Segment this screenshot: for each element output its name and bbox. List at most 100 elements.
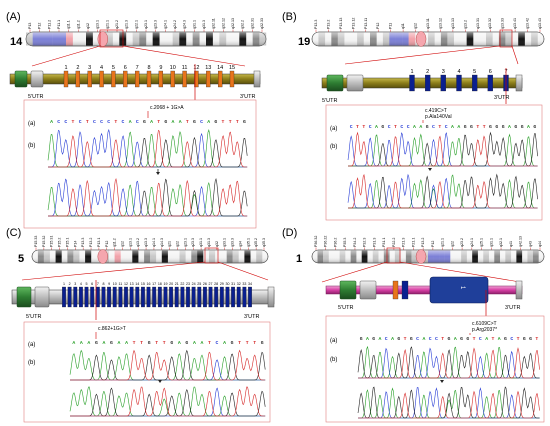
band-label: q13.41 xyxy=(513,18,517,29)
band-label: P31.3 xyxy=(372,238,376,247)
sequence-base: G xyxy=(261,340,264,346)
sequence-base: G xyxy=(148,340,151,346)
sequence-base: G xyxy=(381,124,384,130)
sequence-base: C xyxy=(200,119,203,125)
het-arrow-head xyxy=(428,168,432,171)
band-label: q44 xyxy=(538,241,542,247)
exon-label-9: 9 xyxy=(159,65,162,71)
exon-label-22: 22 xyxy=(180,282,184,286)
sequence-base: G xyxy=(231,340,234,346)
sequence-base: A xyxy=(451,124,454,130)
panel-d-chromosome-number: 1 xyxy=(296,253,302,265)
sequence-base: T xyxy=(114,119,117,125)
exon-34 xyxy=(248,286,252,308)
sequence-base: A xyxy=(379,336,382,342)
sequence-box-frame xyxy=(325,104,543,221)
panel-a-chromosome-number: 14 xyxy=(10,36,23,48)
sequence-base: G xyxy=(410,336,413,342)
band-label: q24.1 xyxy=(470,238,474,247)
panel-d-zoom-line-left xyxy=(321,261,388,283)
sequence-base: C xyxy=(122,119,125,125)
trace-a-label: (a) xyxy=(28,342,35,348)
exon-label-1: 1 xyxy=(63,282,65,286)
exon-label-15: 15 xyxy=(229,65,235,71)
sequence-base: A xyxy=(527,124,530,130)
panel-c-letter: (C) xyxy=(6,227,21,239)
band-label: q13.12 xyxy=(438,18,442,29)
exon-7 xyxy=(95,286,100,308)
sequence-base: A xyxy=(125,340,128,346)
sequence-base: C xyxy=(445,124,448,130)
band-label: q23.3 xyxy=(154,20,158,29)
exon-label-3: 3 xyxy=(442,69,445,75)
het-arrow-head xyxy=(158,380,162,383)
exon-label-13: 13 xyxy=(205,65,211,71)
sequence-base: T xyxy=(356,124,359,130)
sequence-base: C xyxy=(416,336,419,342)
utr5-block xyxy=(326,74,344,92)
exon-label-27: 27 xyxy=(209,282,213,286)
band-label: P12 xyxy=(105,241,109,247)
exon-4 xyxy=(456,74,462,92)
exon-25 xyxy=(197,286,202,308)
exon-label-17: 17 xyxy=(152,282,156,286)
exon-4 xyxy=(99,70,104,88)
exon-label-16: 16 xyxy=(147,282,151,286)
trace-T xyxy=(348,131,538,167)
band-label: q31.1 xyxy=(489,238,493,247)
trace-T xyxy=(48,129,248,168)
exon-12 xyxy=(194,70,199,88)
centromere xyxy=(97,31,109,47)
sequence-base: A xyxy=(129,119,132,125)
exon-2 xyxy=(75,70,81,88)
sequence-base: G xyxy=(464,124,467,130)
sequence-base: T xyxy=(157,119,160,125)
trace-T xyxy=(358,390,540,419)
sequence-base: A xyxy=(366,336,369,342)
band-label: P13.1 xyxy=(97,238,101,247)
band-label: q11.1 xyxy=(67,20,71,29)
band-label: q32.12 xyxy=(221,18,225,29)
exon-5 xyxy=(84,286,89,308)
sequence-base: G xyxy=(214,119,217,125)
exon-14 xyxy=(217,70,223,88)
sequence-base: C xyxy=(429,336,432,342)
band-label: q24.1 xyxy=(163,20,167,29)
band-label: q23.2 xyxy=(460,238,464,247)
exon-22 xyxy=(180,286,185,308)
panel-b-band-labels: P13.3 P13.2 P13.13 P13.12 P13.11 P12 P11 q11 q12… xyxy=(314,18,542,32)
exon-6 xyxy=(90,286,95,308)
band-label: q21 xyxy=(168,241,172,247)
band-label: P36.32 xyxy=(314,236,318,247)
promoter-block xyxy=(359,280,377,300)
band-label: q11.2 xyxy=(76,20,80,29)
exon-label-21: 21 xyxy=(175,282,179,286)
exon-26 xyxy=(203,286,207,308)
sequence-base: G xyxy=(502,124,505,130)
sequence-base: A xyxy=(413,124,416,130)
exon-label-10: 10 xyxy=(113,282,117,286)
band-label: q31.1 xyxy=(199,238,203,247)
exon-label-26: 26 xyxy=(203,282,207,286)
sequence-base: C xyxy=(510,336,513,342)
centromere xyxy=(415,31,427,47)
band-label: P36.22 xyxy=(324,236,328,247)
exon-6 xyxy=(487,74,493,92)
exon-label-30: 30 xyxy=(225,282,229,286)
centromere xyxy=(415,249,427,264)
band-label: q31.3 xyxy=(207,238,211,247)
sequence-base: T xyxy=(186,119,189,125)
exon-17 xyxy=(152,286,157,308)
sequence-base: A xyxy=(454,336,457,342)
exon-label-24: 24 xyxy=(192,282,196,286)
exon-29 xyxy=(219,286,224,308)
panel-c-zoom-line-left xyxy=(21,261,206,281)
sequence-base: C xyxy=(57,119,60,125)
band-label: q13.31 xyxy=(476,18,480,29)
sequence-base: C xyxy=(64,119,67,125)
exon-label-34: 34 xyxy=(248,282,252,286)
sequence-base: A xyxy=(178,340,181,346)
band-label: q32.2 xyxy=(241,20,245,29)
sequence-base: C xyxy=(350,124,353,130)
